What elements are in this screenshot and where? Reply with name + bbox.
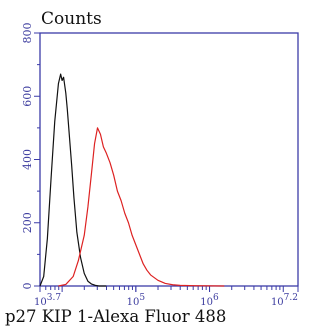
x-axis-label: p27 KIP 1-Alexa Fluor 488 <box>5 307 226 326</box>
y-tick-label: 800 <box>21 23 34 44</box>
series-group <box>39 73 225 287</box>
y-tick-label: 400 <box>21 149 34 170</box>
x-tick-label: 107.2 <box>271 293 298 308</box>
y-tick-labels: 0 200 400 600 800 <box>21 23 34 290</box>
axis-ticks <box>34 32 299 292</box>
series-line-red <box>58 127 225 287</box>
chart-title: Counts <box>41 9 102 29</box>
y-tick-label: 200 <box>21 212 34 233</box>
series-line-black <box>39 73 107 287</box>
x-tick-label: 106 <box>200 293 219 308</box>
x-tick-label: 103.7 <box>34 293 61 308</box>
x-tick-labels: 103.7 105 106 107.2 <box>34 293 298 308</box>
x-tick-label: 105 <box>127 293 146 308</box>
y-tick-label: 0 <box>21 283 34 290</box>
y-tick-label: 600 <box>21 86 34 107</box>
